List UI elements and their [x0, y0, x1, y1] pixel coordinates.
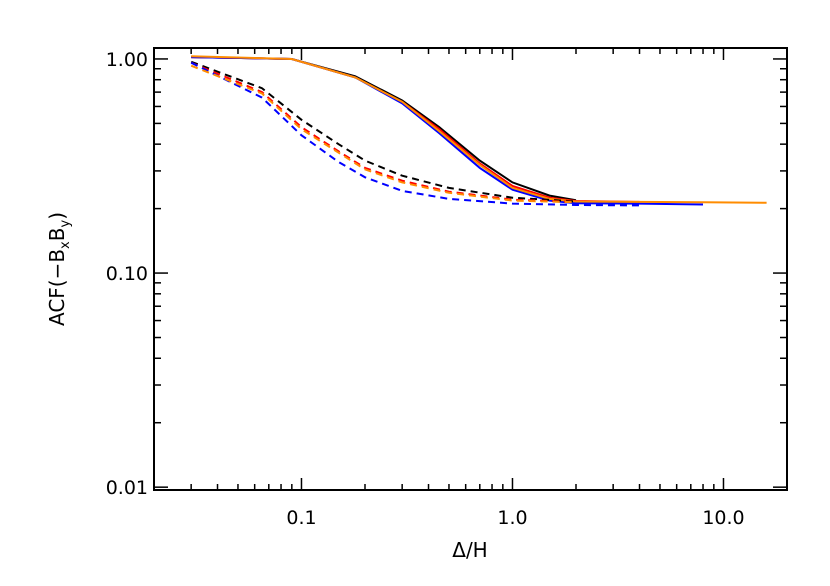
- x-axis-label: Δ/H: [452, 538, 487, 562]
- series-line-dashed-7: [190, 64, 577, 204]
- series-line-dashed-6: [190, 61, 640, 207]
- y-tick-label: 1.00: [106, 49, 148, 71]
- y-tick-label: 0.01: [106, 477, 148, 499]
- series-line-solid-3: [191, 55, 767, 204]
- x-tick-label: 0.1: [286, 507, 316, 529]
- series-line-solid-0: [191, 56, 577, 202]
- y-axis-label: ACF(−BxBy): [45, 212, 73, 326]
- x-tick-label: 10.0: [702, 507, 744, 529]
- ticks-layer: 0.1 1.0 10.0 0.01 0.10 1.00: [106, 48, 788, 529]
- series-line-solid-2: [191, 56, 704, 206]
- series-layer: [190, 55, 767, 207]
- x-tick-label: 1.0: [497, 507, 527, 529]
- series-line-solid-1: [191, 56, 640, 203]
- plot-frame: [153, 47, 788, 491]
- series-line-dashed-4: [190, 60, 577, 203]
- y-tick-label: 0.10: [106, 263, 148, 285]
- series-line-dashed-5: [190, 61, 577, 203]
